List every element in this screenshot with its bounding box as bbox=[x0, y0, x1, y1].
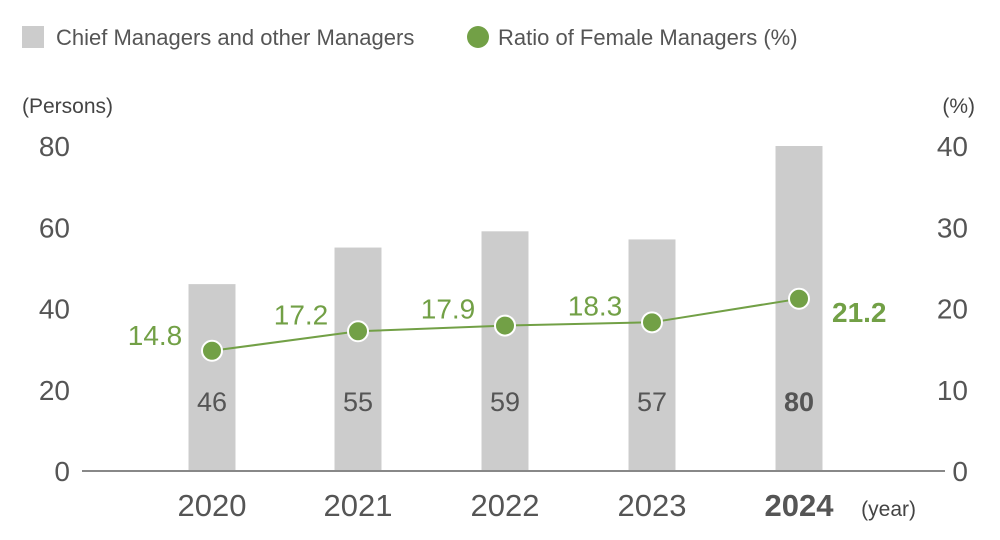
right-axis-ticks: 0 10 20 30 40 bbox=[937, 131, 968, 487]
ratio-value-label: 17.2 bbox=[274, 299, 329, 330]
right-tick-label: 30 bbox=[937, 212, 968, 243]
ratio-value-label: 21.2 bbox=[832, 297, 887, 328]
left-axis-unit: (Persons) bbox=[22, 95, 113, 118]
left-tick-label: 40 bbox=[39, 294, 70, 325]
right-axis-unit: (%) bbox=[942, 95, 975, 118]
ratio-labels: 14.8 17.2 17.9 18.3 21.2 bbox=[128, 290, 887, 350]
x-tick-label: 2024 bbox=[765, 488, 835, 523]
x-axis-ticks: 2020 2021 2022 2023 2024 bbox=[178, 488, 835, 523]
right-tick-label: 0 bbox=[952, 456, 968, 487]
x-axis-unit: (year) bbox=[861, 498, 916, 521]
bar-value-label: 55 bbox=[343, 387, 373, 417]
x-tick-label: 2021 bbox=[324, 488, 393, 523]
left-tick-label: 60 bbox=[39, 212, 70, 243]
x-tick-label: 2023 bbox=[618, 488, 687, 523]
legend-line-swatch bbox=[467, 26, 489, 48]
right-tick-label: 40 bbox=[937, 131, 968, 162]
legend-bar-label: Chief Managers and other Managers bbox=[56, 25, 414, 50]
ratio-value-label: 18.3 bbox=[568, 290, 623, 321]
ratio-point bbox=[641, 311, 663, 334]
x-tick-label: 2022 bbox=[471, 488, 540, 523]
left-tick-label: 80 bbox=[39, 131, 70, 162]
x-tick-label: 2020 bbox=[178, 488, 247, 523]
bar bbox=[481, 231, 529, 471]
ratio-point bbox=[788, 287, 810, 310]
legend-bar-swatch bbox=[22, 26, 44, 48]
bar-value-label: 57 bbox=[637, 387, 667, 417]
bar-value-label: 46 bbox=[197, 387, 227, 417]
legend: Chief Managers and other Managers Ratio … bbox=[22, 25, 798, 50]
ratio-value-label: 14.8 bbox=[128, 320, 183, 351]
legend-line-label: Ratio of Female Managers (%) bbox=[498, 25, 798, 50]
left-axis-ticks: 0 20 40 60 80 bbox=[39, 131, 70, 487]
ratio-point bbox=[347, 320, 369, 343]
ratio-point bbox=[494, 314, 516, 337]
left-tick-label: 20 bbox=[39, 375, 70, 406]
bar-value-label: 80 bbox=[784, 387, 814, 417]
ratio-value-label: 17.9 bbox=[421, 294, 476, 325]
bar bbox=[628, 239, 676, 471]
bar-value-label: 59 bbox=[490, 387, 520, 417]
ratio-point bbox=[201, 339, 223, 362]
bar bbox=[188, 284, 236, 471]
bar-labels: 46 55 59 57 80 bbox=[197, 387, 814, 417]
bar bbox=[334, 247, 382, 471]
right-tick-label: 20 bbox=[937, 294, 968, 325]
left-tick-label: 0 bbox=[54, 456, 70, 487]
right-tick-label: 10 bbox=[937, 375, 968, 406]
ratio-points bbox=[201, 287, 810, 362]
